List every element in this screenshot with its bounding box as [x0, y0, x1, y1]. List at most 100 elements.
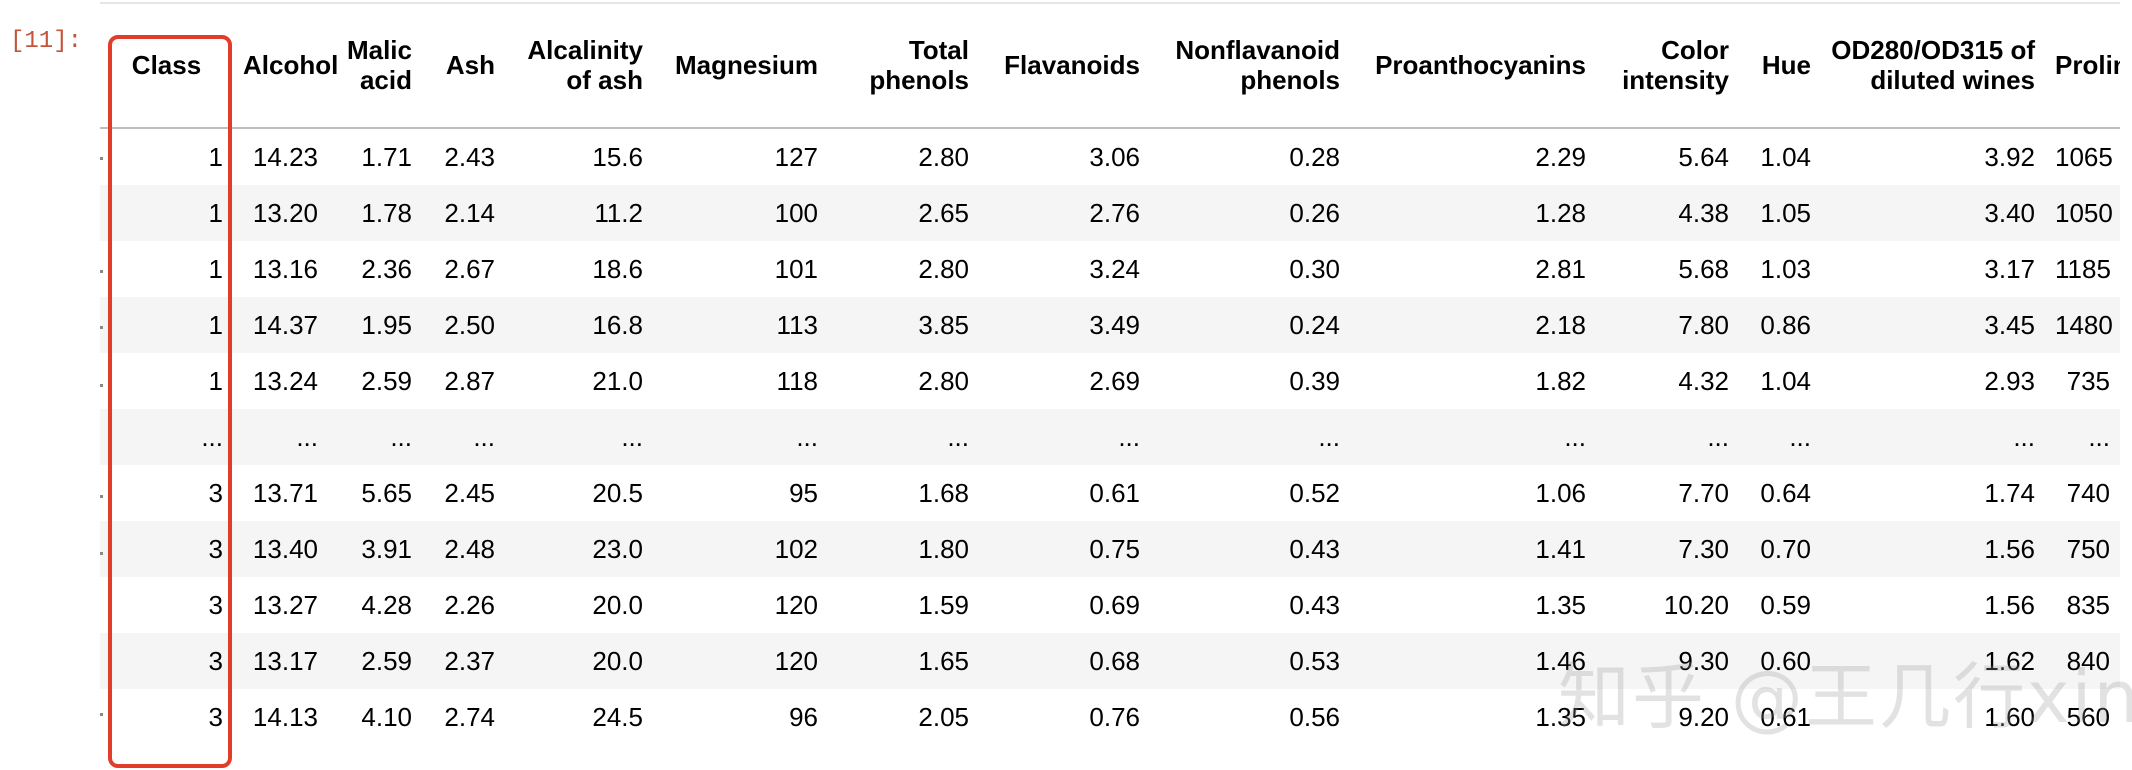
table-cell: 0.43 [1150, 521, 1350, 577]
table-cell: 0.28 [1289, 141, 1340, 172]
column-header: Alcalinity of ash [505, 2, 653, 129]
table-cell: 750 [2045, 521, 2120, 577]
table-cell: 2.29 [1535, 141, 1586, 172]
table-cell: 1.62 [1821, 633, 2045, 689]
table-cell: ... [100, 409, 233, 465]
table-cell: 7.70 [1678, 477, 1729, 508]
table-cell: 5.64 [1678, 141, 1729, 172]
table-cell: 3 [100, 633, 233, 689]
table-cell: 2.26 [444, 589, 495, 620]
table-cell: 1.74 [1984, 477, 2035, 508]
table-cell: 0.76 [1089, 701, 1140, 732]
table-cell: 1.35 [1535, 589, 1586, 620]
header-row: Class Alcohol Malic acid Ash Alcalinity of a… [100, 2, 2120, 129]
table-cell: 1.95 [328, 297, 422, 353]
table-cell: 0.86 [1739, 297, 1821, 353]
table-cell: 96 [789, 701, 818, 732]
table-cell: 113 [653, 297, 828, 353]
column-header: Alcohol [233, 2, 338, 129]
table-cell: 1065 [2055, 141, 2113, 172]
column-header: Proanthocyanins [1350, 2, 1596, 129]
table-cell: 2.80 [918, 141, 969, 172]
table-cell: 3 [208, 701, 223, 732]
column-header: Flavanoids [979, 2, 1150, 129]
table-cell: 3 [208, 589, 223, 620]
table-cell: 2.36 [361, 253, 412, 284]
table-row: 3 14.13 4.10 2.74 24.5 96 2.05 0.76 0.56 1.35 9.20… [100, 689, 2120, 745]
table-row: 1 13.20 1.78 2.14 11.2 100 2.65 2.76 0.26 1.28 4.3… [100, 185, 2120, 241]
table-cell: 0.43 [1289, 589, 1340, 620]
column-header: Class [100, 2, 233, 129]
table-cell: 1 [100, 185, 233, 241]
table-cell: ... [653, 409, 828, 465]
table-cell: 102 [653, 521, 828, 577]
table-cell: 1.60 [1984, 701, 2035, 732]
table-cell: ... [233, 409, 328, 465]
table-cell: 1480 [2045, 297, 2120, 353]
table-cell: 20.0 [592, 589, 643, 620]
table-cell: 4.28 [361, 589, 412, 620]
table-cell: 2.93 [1984, 365, 2035, 396]
table-cell: 20.0 [505, 633, 653, 689]
table-cell: 1 [100, 297, 233, 353]
table-cell: 0.53 [1150, 633, 1350, 689]
dataframe-table: Class Alcohol Malic acid Ash Alcalinity of a… [100, 2, 2120, 745]
table-cell: 2.87 [444, 365, 495, 396]
table-cell: 0.52 [1289, 477, 1340, 508]
table-cell: 2.76 [979, 185, 1150, 241]
table-cell: 740 [2066, 477, 2110, 508]
table-cell: ... [422, 409, 505, 465]
table-cell: 0.30 [1289, 253, 1340, 284]
table-cell: 0.26 [1150, 185, 1350, 241]
table-cell: 1.82 [1535, 365, 1586, 396]
table-cell: 13.71 [252, 477, 318, 508]
table-cell: 20.5 [592, 477, 643, 508]
table-cell: ... [1596, 409, 1739, 465]
table-cell: 0.24 [1150, 297, 1350, 353]
table-cell: ... [1739, 409, 1821, 465]
column-header: Total phenols [828, 2, 979, 129]
table-cell: 2.05 [918, 701, 969, 732]
table-cell: 2.48 [422, 521, 505, 577]
table-cell: 835 [2066, 589, 2110, 620]
table-cell: 1050 [2045, 185, 2120, 241]
row-marker [100, 552, 103, 555]
table-row: 3 13.17 2.59 2.37 20.0 120 1.65 0.68 0.53 1.46 9.3… [100, 633, 2120, 689]
table-cell: 1.65 [828, 633, 979, 689]
table-cell: 13.40 [233, 521, 328, 577]
table-cell: 2.18 [1350, 297, 1596, 353]
table-cell: 3 [208, 477, 223, 508]
table-cell: 1 [208, 365, 223, 396]
table-cell: 1.35 [1535, 701, 1586, 732]
table-cell: 4.10 [361, 701, 412, 732]
table-cell: 1.04 [1760, 141, 1811, 172]
table-row: ........................................… [100, 409, 2120, 465]
table-cell: 13.24 [252, 365, 318, 396]
table-cell: 3.49 [979, 297, 1150, 353]
table-cell: 0.64 [1760, 477, 1811, 508]
table-cell: 1.78 [328, 185, 422, 241]
column-header: Malic acid [328, 2, 422, 129]
table-cell: 118 [776, 365, 818, 396]
table-cell: 4.32 [1678, 365, 1729, 396]
table-cell: 735 [2066, 365, 2110, 396]
table-row: 1 14.23 1.71 2.43 15.6 127 2.80 3.06 0.28 2.29 5.6… [100, 128, 2120, 185]
table-cell: 127 [774, 141, 818, 172]
table-cell: 3.92 [1984, 141, 2035, 172]
table-cell: 1.56 [1821, 521, 2045, 577]
table-cell: 14.13 [252, 701, 318, 732]
table-cell: 4.38 [1596, 185, 1739, 241]
table-cell: ... [1821, 409, 2045, 465]
table-cell: 10.20 [1663, 589, 1729, 620]
table-cell: 1.59 [918, 589, 969, 620]
dataframe-output: Class Alcohol Malic acid Ash Alcalinity of a… [100, 2, 2120, 770]
table-cell: 0.39 [1289, 365, 1340, 396]
table-cell: 2.81 [1535, 253, 1586, 284]
table-row: 3 13.27 4.28 2.26 20.0 120 1.59 0.69 0.43 1.35 10.… [100, 577, 2120, 633]
table-cell: 0.69 [1089, 589, 1140, 620]
table-cell: 2.59 [328, 633, 422, 689]
table-cell: 1.80 [828, 521, 979, 577]
table-cell: 3.85 [828, 297, 979, 353]
table-cell: 0.61 [1089, 477, 1140, 508]
table-cell: 2.50 [422, 297, 505, 353]
